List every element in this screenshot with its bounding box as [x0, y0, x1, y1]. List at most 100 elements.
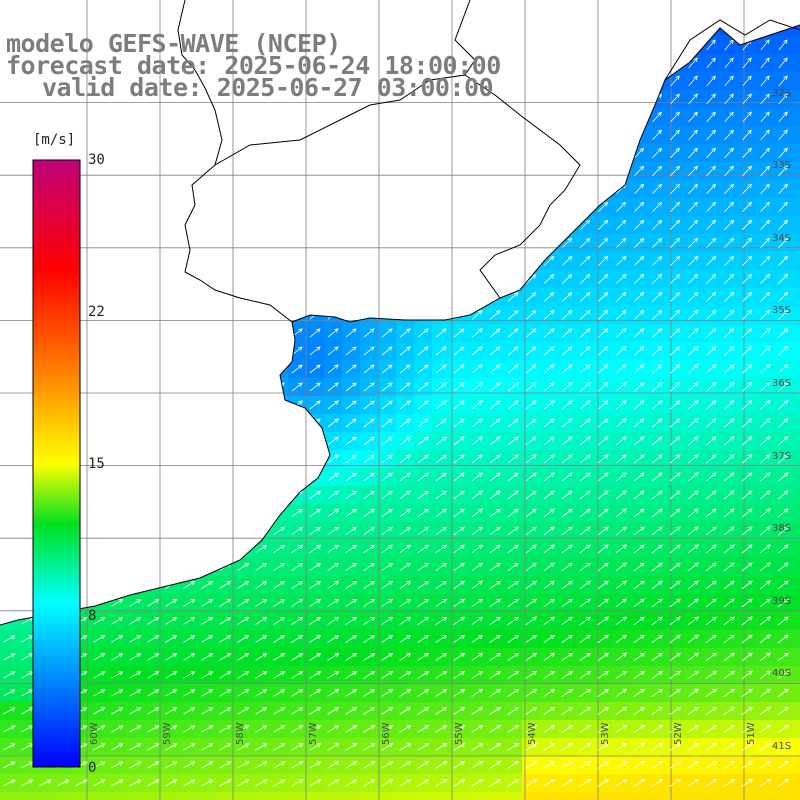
wind-speed-cell: [180, 198, 198, 216]
wind-speed-cell: [234, 198, 252, 216]
wind-speed-cell: [414, 234, 432, 252]
wind-vector: [165, 202, 177, 212]
wind-speed-cell: [270, 162, 288, 180]
wind-speed-cell: [558, 126, 576, 144]
wind-vector: [201, 544, 214, 553]
wind-vector: [129, 328, 141, 338]
wind-vector: [508, 183, 519, 194]
wind-speed-cell: [126, 432, 144, 450]
wind-speed-cell: [414, 162, 432, 180]
wind-vector: [255, 526, 268, 536]
wind-vector: [147, 292, 159, 302]
wind-speed-cell: [126, 162, 144, 180]
wind-speed-cell: [306, 144, 324, 162]
wind-vector: [345, 184, 357, 194]
wind-speed-cell: [306, 198, 324, 216]
wind-vector: [562, 25, 572, 33]
wind-speed-cell: [270, 252, 288, 270]
wind-speed-cell: [0, 540, 18, 558]
wind-speed-cell: [90, 522, 108, 540]
wind-vector: [616, 57, 626, 69]
wind-vector: [21, 509, 34, 517]
wind-speed-cell: [342, 180, 360, 198]
wind-vector: [364, 165, 375, 176]
wind-speed-cell: [234, 486, 252, 504]
wind-vector: [562, 129, 573, 140]
wind-speed-cell: [450, 144, 468, 162]
wind-vector: [346, 147, 357, 158]
wind-speed-cell: [792, 36, 800, 54]
wind-speed-cell: [432, 198, 450, 216]
wind-speed-cell: [126, 522, 144, 540]
wind-vector: [472, 111, 483, 122]
wind-vector: [165, 148, 177, 158]
wind-speed-cell: [306, 126, 324, 144]
wind-speed-cell: [0, 162, 18, 180]
wind-vector: [328, 147, 339, 158]
wind-vector: [490, 25, 500, 33]
wind-speed-cell: [0, 306, 18, 324]
wind-speed-cell: [270, 504, 288, 522]
wind-speed-cell: [792, 216, 800, 234]
wind-speed-cell: [468, 144, 486, 162]
wind-speed-cell: [126, 324, 144, 342]
wind-vector: [419, 4, 428, 14]
wind-speed-cell: [756, 0, 774, 18]
wind-vector: [255, 130, 267, 140]
wind-vector: [436, 111, 447, 122]
wind-vector: [165, 256, 177, 266]
wind-vector: [3, 545, 16, 553]
wind-vector: [183, 436, 195, 446]
wind-vector: [93, 256, 105, 266]
wind-speed-cell: [792, 792, 800, 800]
wind-vector: [93, 436, 106, 446]
wind-speed-cell: [414, 270, 432, 288]
wind-speed-cell: [450, 0, 468, 18]
wind-vector: [471, 274, 483, 284]
wind-speed-cell: [594, 126, 612, 144]
wind-vector: [417, 256, 429, 266]
wind-vector: [598, 57, 608, 69]
wind-speed-cell: [576, 36, 594, 54]
wind-vector: [165, 112, 177, 122]
wind-vector: [580, 129, 591, 140]
wind-vector: [219, 490, 231, 500]
wind-vector: [381, 238, 393, 248]
wind-speed-cell: [504, 198, 522, 216]
wind-speed-cell: [198, 504, 216, 522]
wind-vector: [165, 436, 177, 446]
wind-speed-cell: [612, 25, 630, 36]
wind-speed-cell: [0, 576, 18, 594]
wind-vector: [544, 183, 555, 194]
wind-vector: [147, 364, 159, 374]
wind-vector: [616, 39, 626, 51]
wind-speed-cell: [468, 126, 486, 144]
wind-speed-cell: [234, 522, 252, 540]
wind-speed-cell: [90, 324, 108, 342]
wind-speed-cell: [378, 25, 396, 36]
wind-speed-cell: [18, 792, 36, 800]
wind-vector: [219, 328, 231, 338]
wind-vector: [219, 364, 231, 374]
wind-vector: [291, 418, 303, 428]
wind-speed-cell: [0, 468, 18, 486]
wind-speed-cell: [450, 25, 468, 36]
wind-speed-cell: [360, 792, 378, 800]
wind-vector: [671, 4, 679, 14]
wind-vector: [580, 165, 591, 176]
wind-vector: [327, 238, 339, 248]
wind-vector: [688, 25, 698, 33]
wind-vector: [255, 400, 267, 410]
wind-speed-cell: [90, 558, 108, 576]
wind-vector: [3, 220, 15, 230]
wind-vector: [129, 220, 141, 230]
wind-vector: [327, 256, 339, 266]
wind-vector: [453, 292, 465, 302]
wind-speed-cell: [468, 25, 486, 36]
wind-vector: [129, 563, 142, 571]
wind-vector: [237, 166, 249, 176]
wind-vector: [93, 472, 106, 481]
wind-speed-cell: [486, 25, 504, 36]
wind-speed-cell: [486, 126, 504, 144]
wind-speed-cell: [180, 792, 198, 800]
